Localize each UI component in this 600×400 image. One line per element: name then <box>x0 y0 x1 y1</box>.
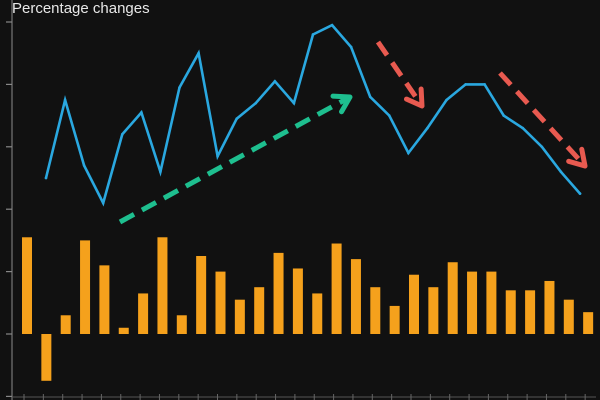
line-point <box>445 98 448 102</box>
chart-title: Percentage changes <box>12 0 150 17</box>
line-point <box>330 23 334 27</box>
line-point <box>540 145 544 149</box>
line-point <box>426 126 429 130</box>
line-point <box>63 98 67 102</box>
bar <box>428 287 439 334</box>
trend-arrow-down-1 <box>375 40 425 109</box>
line-point <box>387 114 391 117</box>
line-series <box>44 23 582 207</box>
line-point <box>368 95 372 99</box>
line-point <box>82 164 86 167</box>
bar <box>583 312 594 334</box>
bar <box>254 287 265 334</box>
line-point <box>292 101 296 105</box>
bar <box>447 262 458 334</box>
bar <box>138 293 149 334</box>
line-point <box>197 51 200 55</box>
line-point <box>273 79 277 83</box>
bar <box>118 327 129 334</box>
line-point <box>235 117 239 121</box>
line-point <box>178 86 181 89</box>
bar <box>544 280 555 334</box>
bar <box>99 265 110 334</box>
line-point <box>216 154 219 158</box>
bar <box>41 334 52 381</box>
bar <box>215 271 226 334</box>
line-point <box>521 126 525 130</box>
trend-arrow-down-2 <box>498 71 588 169</box>
line-point <box>120 133 124 136</box>
bar <box>60 315 71 334</box>
line-point <box>483 83 486 86</box>
line-point <box>254 101 258 105</box>
bar <box>370 287 381 334</box>
bar <box>350 259 361 334</box>
trend-arrows <box>118 40 588 225</box>
line-point <box>407 151 410 155</box>
trend-arrow-down-1-shaft <box>375 40 425 108</box>
bar <box>486 271 497 334</box>
trend-arrow-up-head <box>330 93 353 115</box>
line-point <box>349 45 353 49</box>
line-point <box>140 111 143 114</box>
bar <box>467 271 478 334</box>
bar <box>22 237 32 334</box>
axis-layer <box>6 0 596 400</box>
bar <box>234 299 245 334</box>
bar <box>525 290 536 334</box>
trend-arrow-down-2-head <box>566 146 588 169</box>
bar <box>80 240 91 334</box>
line-point <box>311 33 315 36</box>
line-point <box>559 170 563 174</box>
bar <box>273 252 284 334</box>
bar <box>563 299 574 334</box>
trend-arrow-down-2-shaft <box>498 71 587 168</box>
line-point <box>464 83 467 86</box>
bar <box>157 237 168 334</box>
bar <box>505 290 516 334</box>
trend-arrow-down-1-head <box>403 86 425 109</box>
line-point <box>578 192 582 195</box>
bar <box>331 243 342 334</box>
line-point <box>44 176 48 180</box>
line-point <box>101 201 105 205</box>
bar <box>409 274 419 334</box>
trend-arrow-up-shaft <box>118 94 352 225</box>
bar <box>292 268 303 334</box>
bar <box>196 256 207 334</box>
trend-arrow-up <box>118 93 353 225</box>
bar <box>389 305 400 334</box>
line-point <box>502 114 506 117</box>
bar-series <box>22 237 594 381</box>
line-point <box>159 170 162 174</box>
bar <box>312 293 323 334</box>
bar <box>176 315 187 334</box>
